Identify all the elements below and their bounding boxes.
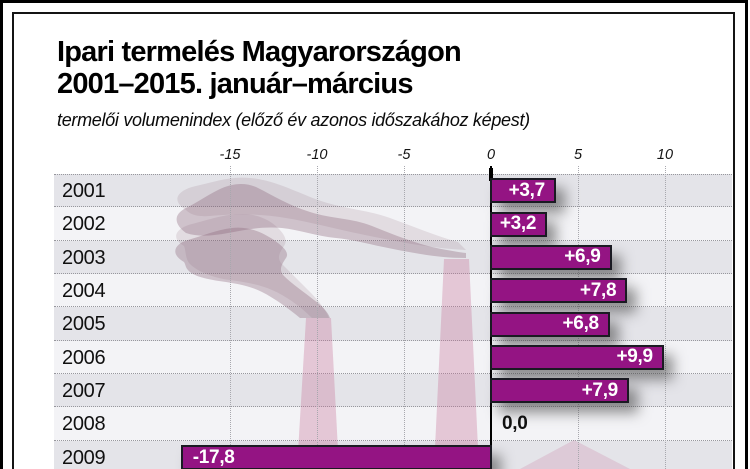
row-stripe-2005 <box>54 307 732 341</box>
value-bar-2005: +6,8 <box>489 311 610 337</box>
year-label-2003: 2003 <box>62 246 106 269</box>
gridline-10 <box>665 166 666 469</box>
axis-tick-label--10: -10 <box>306 147 328 163</box>
row-stripe-2001 <box>54 174 732 208</box>
zero-axis-tick <box>489 168 493 181</box>
smoke-lower-dark <box>175 227 330 318</box>
axis-tick-label-0: 0 <box>486 147 496 163</box>
row-stripe-2003 <box>54 240 732 275</box>
smoke-upper-dark <box>176 184 466 258</box>
value-bar-2001: +3,7 <box>489 178 556 204</box>
year-label-2001: 2001 <box>62 180 106 202</box>
gridline--15 <box>230 166 231 469</box>
chimney-right <box>434 259 479 469</box>
gridline--5 <box>404 166 405 469</box>
chart-title-line1: Ipari termelés Magyarországon <box>57 36 462 68</box>
chimney-left <box>297 318 339 469</box>
bar-value-label-2005: +6,8 <box>562 313 600 335</box>
gridline--10 <box>317 166 318 469</box>
smoke-upper-light <box>177 177 467 250</box>
bar-value-label-2002: +3,2 <box>499 213 537 235</box>
row-stripe-2002 <box>54 207 732 241</box>
bar-value-label-2006: +9,9 <box>616 346 653 368</box>
value-bar-2004: +7,8 <box>489 278 628 304</box>
value-bar-2003: +6,9 <box>489 244 612 270</box>
axis-tick-label--5: -5 <box>397 147 411 163</box>
chart-title-line2: 2001–2015. január–március <box>57 68 413 100</box>
value-bar-2002: +3,2 <box>489 211 548 237</box>
bar-value-label-2004: +7,8 <box>579 279 617 301</box>
axis-tick-label-5: 5 <box>573 147 583 163</box>
value-bar-2006: +9,9 <box>489 344 664 370</box>
value-bar-2007: +7,9 <box>489 378 629 404</box>
roof-shape <box>520 440 630 469</box>
row-stripe-2008 <box>54 407 732 441</box>
year-label-2007: 2007 <box>62 380 106 403</box>
bar-value-label-2007: +7,9 <box>581 379 619 401</box>
chart-subtitle: termelői volumenindex (előző év azonos i… <box>57 110 530 130</box>
axis-tick-label-10: 10 <box>656 147 674 163</box>
zero-value-label-2008: 0,0 <box>502 413 528 435</box>
year-label-2009: 2009 <box>62 446 106 469</box>
year-label-2005: 2005 <box>62 313 106 336</box>
year-label-2002: 2002 <box>62 213 106 236</box>
chart-title: Ipari termelés Magyarországon 2001–2015.… <box>57 36 462 100</box>
year-label-2004: 2004 <box>62 280 106 303</box>
year-label-2008: 2008 <box>62 413 106 436</box>
bar-value-label-2009: -17,8 <box>192 446 235 468</box>
bar-value-label-2001: +3,7 <box>508 179 546 201</box>
bar-value-label-2003: +6,9 <box>564 246 601 268</box>
year-label-2006: 2006 <box>62 346 106 369</box>
smoke-lower-light <box>176 214 329 318</box>
axis-tick-label--15: -15 <box>219 147 241 163</box>
